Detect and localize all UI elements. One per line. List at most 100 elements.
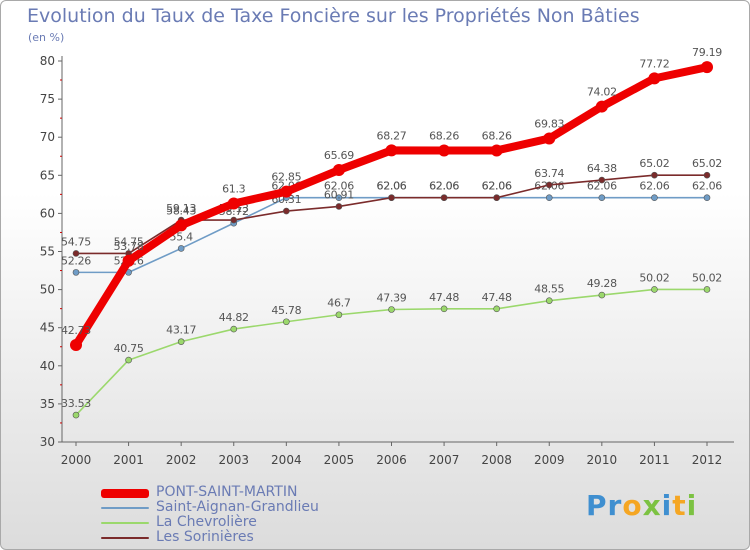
data-point [440, 305, 448, 313]
x-tick-label: 2000 [61, 453, 92, 467]
data-label: 62.06 [587, 180, 617, 193]
legend-label: Saint-Aignan-Grandlieu [156, 499, 319, 515]
y-tick-label: 30 [40, 435, 55, 449]
data-label: 62.06 [324, 180, 354, 193]
x-tick-label: 2003 [218, 453, 249, 467]
data-label: 62.06 [429, 180, 459, 193]
data-label: 79.19 [692, 46, 722, 59]
x-tick-label: 2004 [271, 453, 302, 467]
data-point [122, 254, 135, 267]
data-point [703, 286, 711, 293]
data-label: 49.28 [587, 277, 617, 290]
data-point [598, 291, 606, 299]
data-point [545, 297, 553, 304]
data-point [283, 318, 290, 326]
data-point [177, 245, 185, 252]
data-point [493, 305, 500, 313]
data-label: 68.26 [482, 129, 512, 142]
data-point [703, 171, 711, 179]
y-axis-unit-label: (en %) [28, 31, 65, 44]
data-label: 62.06 [429, 180, 459, 193]
data-point [72, 269, 80, 276]
data-point [545, 181, 553, 189]
legend-label: PONT-SAINT-MARTIN [156, 484, 298, 500]
data-point [72, 250, 80, 257]
data-point [227, 197, 240, 210]
data-label: 74.02 [587, 86, 617, 99]
data-label: 43.17 [166, 324, 196, 337]
data-point [177, 338, 185, 345]
x-tick-label: 2012 [692, 453, 723, 467]
data-label: 62.06 [377, 180, 407, 193]
x-tick-label: 2001 [113, 453, 144, 467]
data-label: 58.43 [166, 204, 196, 217]
data-point [438, 144, 451, 157]
data-label: 68.27 [377, 129, 407, 142]
data-point [703, 194, 711, 202]
data-point [280, 185, 293, 198]
y-tick-label: 80 [40, 54, 55, 68]
data-label: 62.06 [482, 180, 512, 193]
data-label: 61.3 [222, 182, 246, 195]
y-tick-label: 50 [40, 283, 55, 297]
data-label: 48.55 [534, 283, 564, 296]
data-label: 47.39 [377, 291, 407, 304]
data-point [335, 194, 343, 202]
data-point [651, 286, 658, 293]
x-tick-label: 2007 [429, 453, 460, 467]
data-label: 63.74 [534, 167, 564, 180]
data-label: 54.75 [114, 235, 144, 248]
data-point [490, 144, 503, 157]
data-label: 50.02 [639, 271, 669, 284]
data-label: 77.72 [639, 57, 669, 70]
data-point [651, 171, 658, 179]
data-point [72, 411, 80, 419]
legend-label: Les Sorinières [156, 529, 254, 545]
data-label: 42.73 [61, 324, 91, 337]
data-point [175, 219, 188, 232]
x-tick-label: 2006 [376, 453, 407, 467]
data-point [332, 164, 345, 177]
data-point [543, 132, 556, 145]
data-label: 62.06 [692, 180, 722, 193]
data-label: 33.53 [61, 397, 91, 410]
data-point [388, 194, 395, 202]
data-label: 59.13 [166, 202, 196, 215]
data-point [440, 194, 448, 202]
data-label: 40.75 [114, 342, 144, 355]
legend-label: La Chevrolière [156, 514, 257, 530]
data-point [230, 325, 238, 333]
data-point [385, 144, 398, 157]
data-label: 65.69 [324, 149, 354, 162]
data-label: 53.78 [114, 240, 144, 253]
data-label: 50.02 [692, 271, 722, 284]
data-point [651, 194, 658, 202]
y-tick-label: 55 [40, 245, 55, 259]
legend-swatch [101, 507, 149, 509]
y-tick-label: 70 [40, 130, 55, 144]
data-label: 60.91 [324, 188, 354, 201]
data-point [283, 207, 290, 215]
data-label: 62.06 [482, 180, 512, 193]
data-label: 68.26 [429, 129, 459, 142]
data-label: 46.7 [327, 297, 351, 310]
legend-swatch [101, 488, 149, 498]
data-point [335, 311, 343, 319]
proxiti-logo: Proxiti [586, 489, 698, 522]
data-label: 45.78 [271, 304, 301, 317]
data-point [230, 216, 238, 224]
data-point [388, 306, 395, 313]
data-point [545, 194, 553, 202]
x-tick-label: 2005 [324, 453, 355, 467]
x-tick-label: 2008 [481, 453, 512, 467]
data-label: 47.48 [482, 291, 512, 304]
legend-swatch [101, 522, 149, 524]
x-tick-label: 2011 [639, 453, 670, 467]
data-label: 64.38 [587, 162, 617, 175]
y-tick-label: 45 [40, 321, 55, 335]
data-label: 47.48 [429, 291, 459, 304]
data-point [493, 194, 500, 202]
data-label: 62.85 [271, 171, 301, 184]
x-tick-label: 2010 [587, 453, 618, 467]
